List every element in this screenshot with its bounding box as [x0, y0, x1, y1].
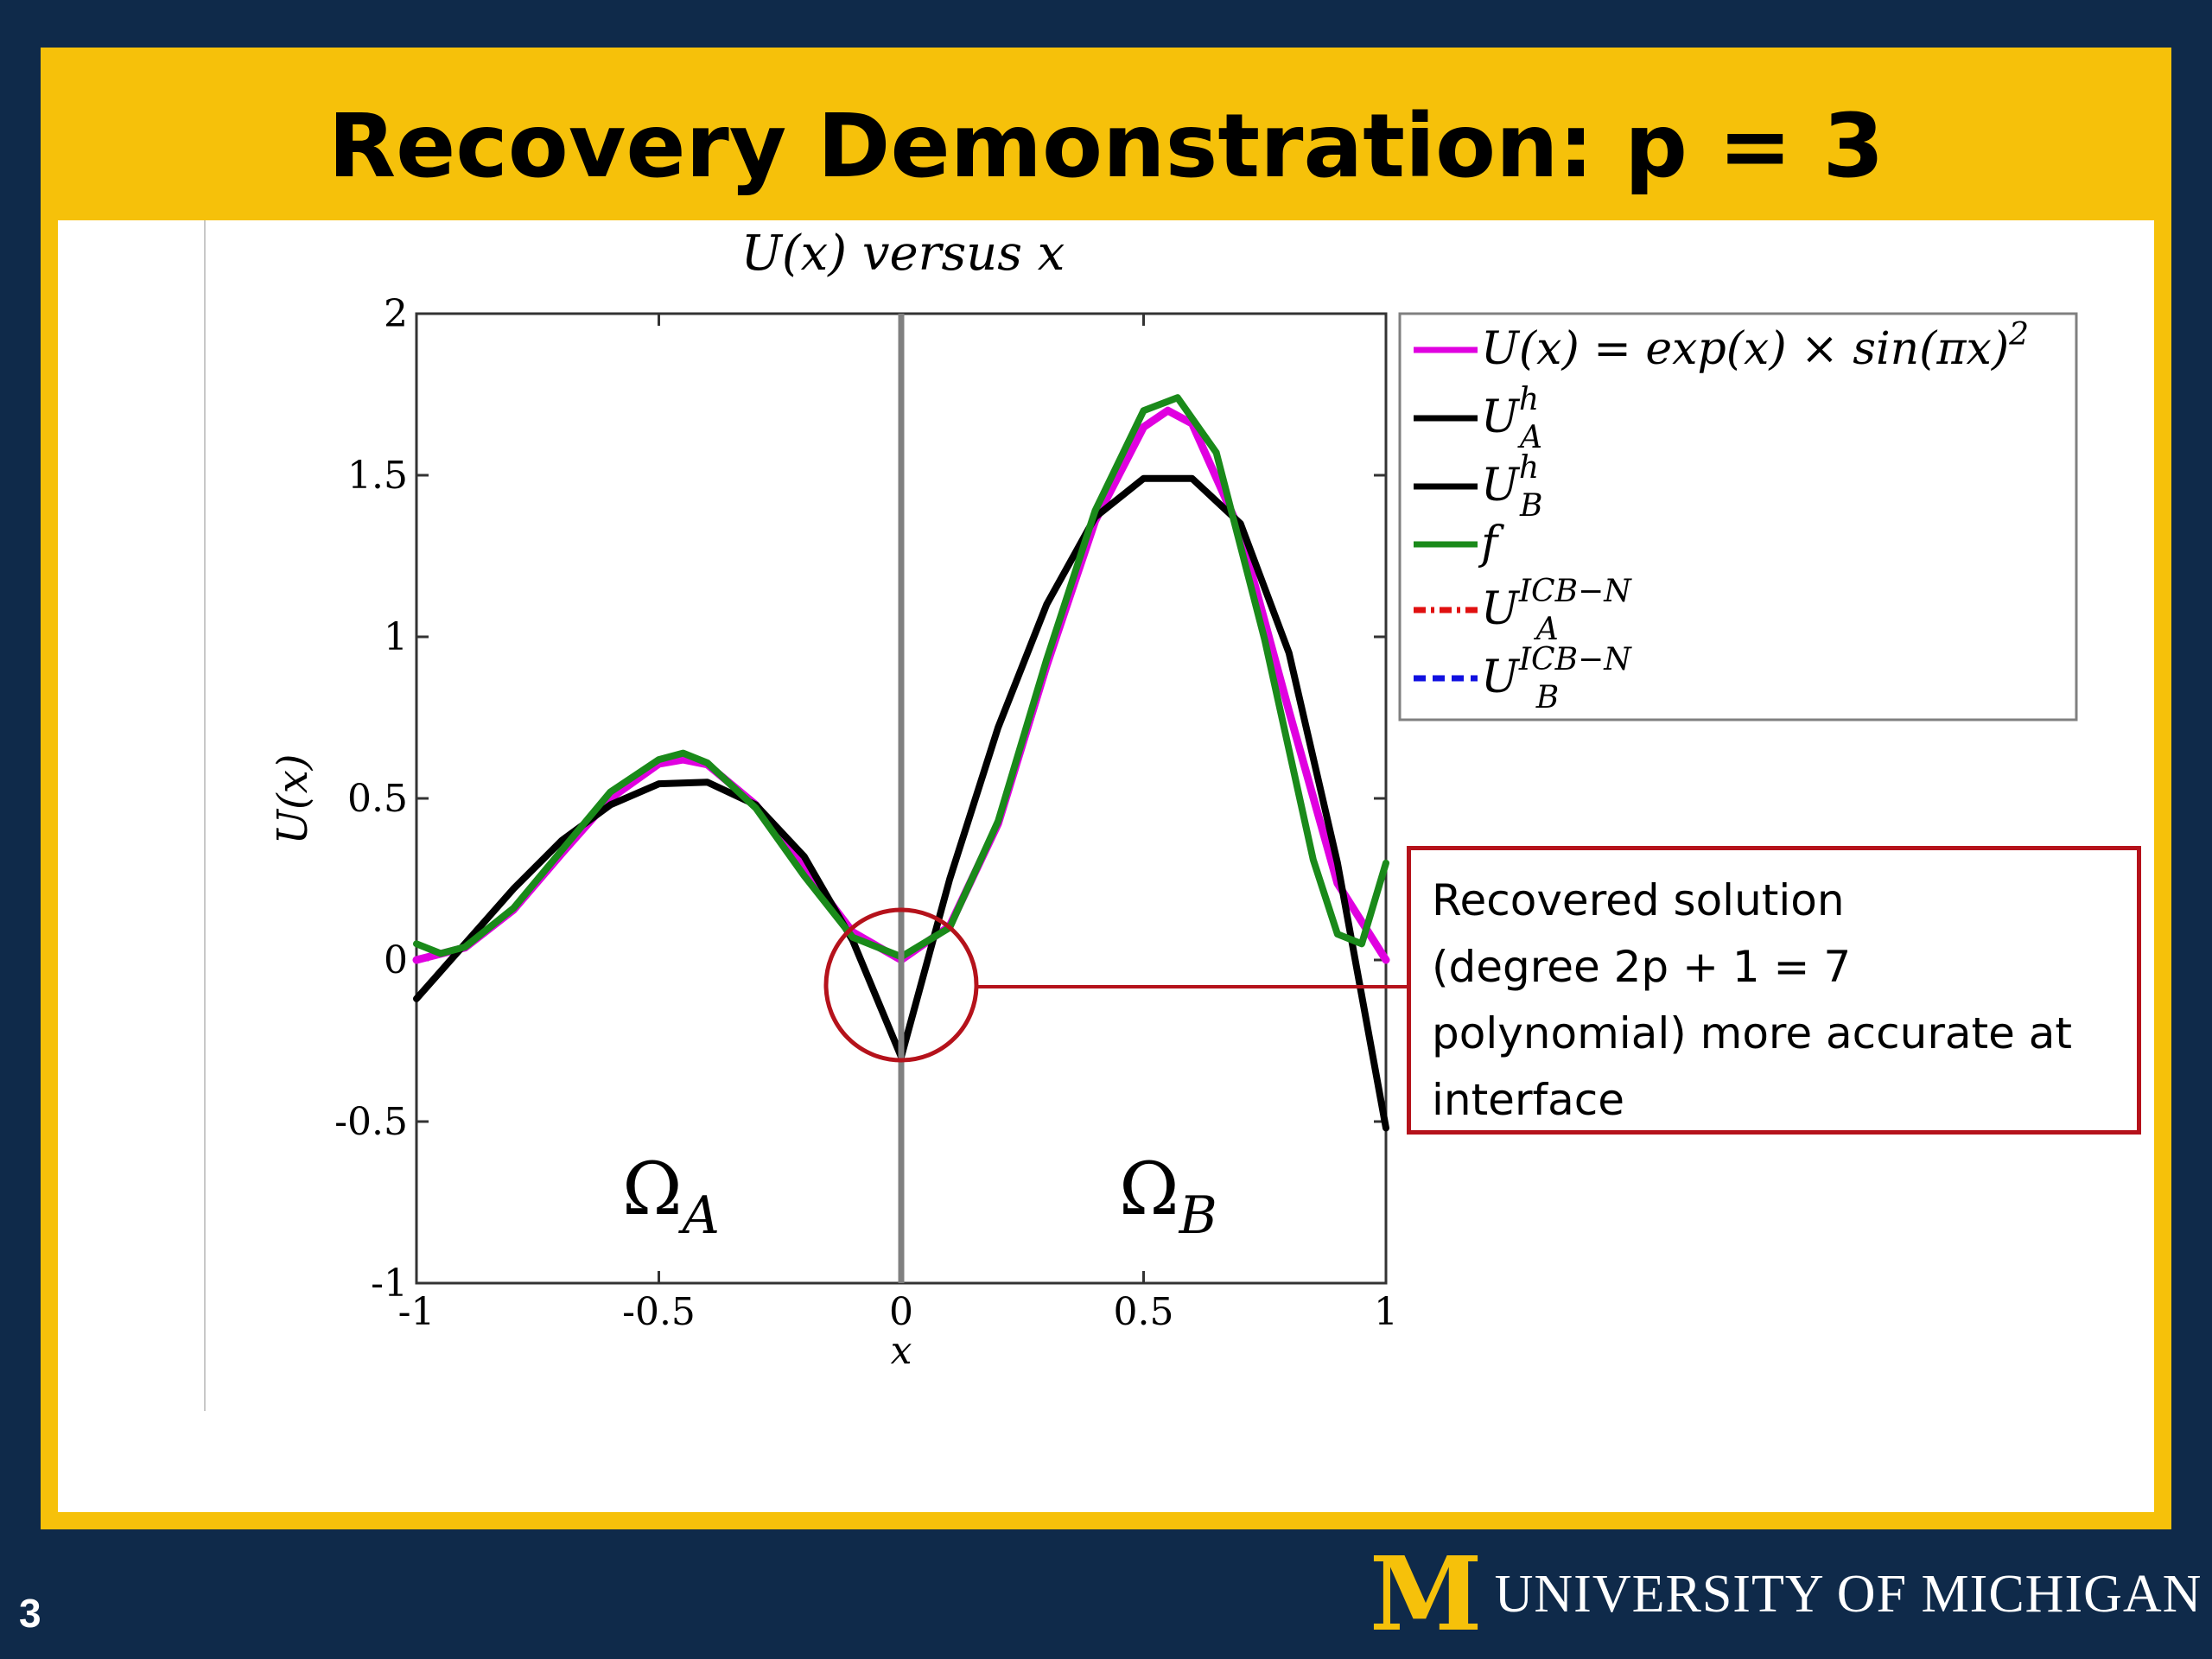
x-tick-label: 0	[889, 1290, 913, 1334]
legend-label: U(x) = exp(x) × sin(πx)2	[1481, 317, 2029, 375]
series-line	[413, 779, 905, 1061]
y-tick-label: 1	[384, 615, 408, 659]
y-tick-label: 0.5	[347, 777, 408, 821]
legend-label: Uh B	[1481, 450, 1542, 524]
legend-label: UICB−N B	[1481, 642, 1632, 715]
y-tick-label: 0	[384, 938, 408, 982]
y-tick-label: 1.5	[347, 454, 408, 498]
slide-title: Recovery Demonstration: p = 3	[327, 95, 1885, 198]
callout-line-3: polynomial) more accurate at	[1432, 1008, 2073, 1058]
y-axis-label: U(x)	[269, 754, 317, 845]
callout-line-2: (degree 2p + 1 = 7	[1432, 942, 1852, 992]
x-axis-label: x	[891, 1329, 912, 1373]
x-tick-label: 1	[1374, 1290, 1398, 1334]
y-tick-label: -1	[371, 1262, 408, 1306]
callout-box: Recovered solution (degree 2p + 1 = 7 po…	[1407, 846, 2141, 1135]
series-line	[898, 474, 1389, 1132]
page-number: 3	[19, 1591, 41, 1636]
block-m-icon: M	[1370, 1534, 1483, 1654]
content-divider-line	[204, 220, 206, 1411]
x-tick-label: 0.5	[1114, 1290, 1174, 1334]
x-tick-label: -1	[398, 1290, 435, 1334]
university-logo: M UNIVERSITY OF MICHIGAN	[1370, 1534, 2202, 1654]
y-tick-label: -0.5	[334, 1100, 408, 1144]
chart-title: U(x) versus x	[741, 226, 1065, 282]
callout-line-1: Recovered solution	[1432, 875, 1845, 925]
x-tick-label: -0.5	[622, 1290, 696, 1334]
y-tick-label: 2	[384, 292, 408, 336]
callout-line-4: interface	[1432, 1075, 1624, 1125]
legend-box	[1398, 312, 2078, 721]
legend-label: UICB−N A	[1481, 574, 1632, 647]
logo-wordmark: UNIVERSITY OF MICHIGAN	[1494, 1564, 2202, 1624]
legend-label: Uh A	[1481, 382, 1542, 455]
